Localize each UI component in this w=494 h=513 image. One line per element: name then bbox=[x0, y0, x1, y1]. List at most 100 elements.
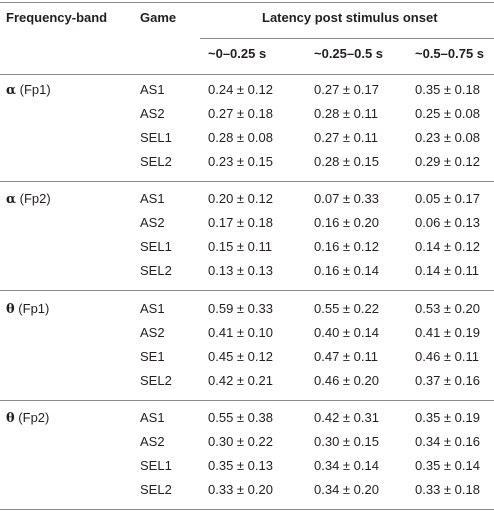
game-cell: AS2 bbox=[140, 325, 165, 340]
header-latency: Latency post stimulus onset bbox=[262, 10, 438, 25]
game-cell: AS1 bbox=[140, 410, 165, 425]
game-cell: AS1 bbox=[140, 191, 165, 206]
value-cell: 0.27 ± 0.17 bbox=[314, 82, 379, 97]
table-row: SEL1 0.15 ± 0.11 0.16 ± 0.12 0.14 ± 0.12 bbox=[0, 235, 494, 259]
header-frequency-band: Frequency-band bbox=[6, 10, 108, 25]
value-cell: 0.35 ± 0.19 bbox=[415, 410, 480, 425]
value-cell: 0.30 ± 0.15 bbox=[314, 434, 379, 449]
table-top-rule bbox=[0, 2, 494, 3]
value-cell: 0.15 ± 0.11 bbox=[208, 239, 272, 254]
channel-label: (Fp2) bbox=[18, 410, 50, 425]
latency-subheader-rule bbox=[200, 38, 494, 39]
value-cell: 0.35 ± 0.13 bbox=[208, 458, 273, 473]
value-cell: 0.35 ± 0.14 bbox=[415, 458, 480, 473]
value-cell: 0.28 ± 0.11 bbox=[314, 106, 378, 121]
value-cell: 0.59 ± 0.33 bbox=[208, 301, 273, 316]
table-row: α (Fp1) AS1 0.24 ± 0.12 0.27 ± 0.17 0.35 ± 0… bbox=[0, 78, 494, 102]
value-cell: 0.41 ± 0.10 bbox=[208, 325, 273, 340]
value-cell: 0.47 ± 0.11 bbox=[314, 349, 378, 364]
game-cell: SEL2 bbox=[140, 373, 172, 388]
frequency-band-label: θ (Fp2) bbox=[6, 406, 49, 431]
value-cell: 0.33 ± 0.18 bbox=[415, 482, 480, 497]
value-cell: 0.46 ± 0.11 bbox=[415, 349, 479, 364]
value-cell: 0.13 ± 0.13 bbox=[208, 263, 273, 278]
game-cell: SEL2 bbox=[140, 263, 172, 278]
table-row: SEL2 0.42 ± 0.21 0.46 ± 0.20 0.37 ± 0.16 bbox=[0, 369, 494, 393]
group-separator-rule bbox=[0, 290, 494, 291]
value-cell: 0.41 ± 0.19 bbox=[415, 325, 480, 340]
table-row: AS2 0.27 ± 0.18 0.28 ± 0.11 0.25 ± 0.08 bbox=[0, 102, 494, 126]
frequency-band-label: α (Fp1) bbox=[6, 78, 51, 103]
value-cell: 0.45 ± 0.12 bbox=[208, 349, 273, 364]
group-separator-rule bbox=[0, 509, 494, 510]
value-cell: 0.40 ± 0.14 bbox=[314, 325, 379, 340]
band-symbol: α bbox=[6, 83, 17, 98]
value-cell: 0.42 ± 0.31 bbox=[314, 410, 379, 425]
header-row: Frequency-band Game Latency post stimulu… bbox=[0, 6, 494, 30]
value-cell: 0.34 ± 0.20 bbox=[314, 482, 379, 497]
value-cell: 0.46 ± 0.20 bbox=[314, 373, 379, 388]
header-window-3: ~0.5–0.75 s bbox=[415, 46, 485, 61]
value-cell: 0.17 ± 0.18 bbox=[208, 215, 273, 230]
value-cell: 0.24 ± 0.12 bbox=[208, 82, 273, 97]
value-cell: 0.27 ± 0.18 bbox=[208, 106, 273, 121]
band-symbol: α bbox=[6, 192, 17, 207]
channel-label: (Fp1) bbox=[19, 82, 51, 97]
value-cell: 0.37 ± 0.16 bbox=[415, 373, 480, 388]
game-cell: AS2 bbox=[140, 215, 165, 230]
value-cell: 0.28 ± 0.15 bbox=[314, 154, 379, 169]
channel-label: (Fp1) bbox=[18, 301, 50, 316]
value-cell: 0.53 ± 0.20 bbox=[415, 301, 480, 316]
table-row: SEL2 0.13 ± 0.13 0.16 ± 0.14 0.14 ± 0.11 bbox=[0, 259, 494, 283]
value-cell: 0.33 ± 0.20 bbox=[208, 482, 273, 497]
group-separator-rule bbox=[0, 400, 494, 401]
table-row: SEL2 0.33 ± 0.20 0.34 ± 0.20 0.33 ± 0.18 bbox=[0, 478, 494, 502]
game-cell: SEL1 bbox=[140, 458, 172, 473]
table-row: SE1 0.45 ± 0.12 0.47 ± 0.11 0.46 ± 0.11 bbox=[0, 345, 494, 369]
table-row: SEL1 0.28 ± 0.08 0.27 ± 0.11 0.23 ± 0.08 bbox=[0, 126, 494, 150]
value-cell: 0.42 ± 0.21 bbox=[208, 373, 273, 388]
value-cell: 0.14 ± 0.11 bbox=[415, 263, 479, 278]
value-cell: 0.16 ± 0.12 bbox=[314, 239, 379, 254]
value-cell: 0.16 ± 0.20 bbox=[314, 215, 379, 230]
table-row: AS2 0.41 ± 0.10 0.40 ± 0.14 0.41 ± 0.19 bbox=[0, 321, 494, 345]
value-cell: 0.29 ± 0.12 bbox=[415, 154, 480, 169]
value-cell: 0.07 ± 0.33 bbox=[314, 191, 379, 206]
game-cell: AS1 bbox=[140, 301, 165, 316]
subheader-row: ~0–0.25 s ~0.25–0.5 s ~0.5–0.75 s bbox=[0, 42, 494, 66]
group-separator-rule bbox=[0, 181, 494, 182]
frequency-band-label: α (Fp2) bbox=[6, 187, 51, 212]
value-cell: 0.34 ± 0.16 bbox=[415, 434, 480, 449]
header-window-2: ~0.25–0.5 s bbox=[314, 46, 384, 61]
value-cell: 0.25 ± 0.08 bbox=[415, 106, 480, 121]
value-cell: 0.30 ± 0.22 bbox=[208, 434, 273, 449]
value-cell: 0.05 ± 0.17 bbox=[415, 191, 480, 206]
value-cell: 0.27 ± 0.11 bbox=[314, 130, 378, 145]
value-cell: 0.55 ± 0.22 bbox=[314, 301, 379, 316]
value-cell: 0.34 ± 0.14 bbox=[314, 458, 379, 473]
table-row: θ (Fp1) AS1 0.59 ± 0.33 0.55 ± 0.22 0.53 ± 0… bbox=[0, 297, 494, 321]
game-cell: SEL1 bbox=[140, 130, 172, 145]
game-cell: SE1 bbox=[140, 349, 165, 364]
band-symbol: θ bbox=[6, 302, 15, 317]
value-cell: 0.23 ± 0.08 bbox=[415, 130, 480, 145]
game-cell: SEL2 bbox=[140, 154, 172, 169]
table-row: α (Fp2) AS1 0.20 ± 0.12 0.07 ± 0.33 0.05 ± 0… bbox=[0, 187, 494, 211]
band-symbol: θ bbox=[6, 411, 15, 426]
value-cell: 0.14 ± 0.12 bbox=[415, 239, 480, 254]
value-cell: 0.06 ± 0.13 bbox=[415, 215, 480, 230]
value-cell: 0.20 ± 0.12 bbox=[208, 191, 273, 206]
header-bottom-rule bbox=[0, 74, 494, 75]
table-row: SEL1 0.35 ± 0.13 0.34 ± 0.14 0.35 ± 0.14 bbox=[0, 454, 494, 478]
game-cell: SEL2 bbox=[140, 482, 172, 497]
table-row: AS2 0.17 ± 0.18 0.16 ± 0.20 0.06 ± 0.13 bbox=[0, 211, 494, 235]
channel-label: (Fp2) bbox=[19, 191, 51, 206]
game-cell: AS2 bbox=[140, 106, 165, 121]
value-cell: 0.16 ± 0.14 bbox=[314, 263, 379, 278]
table-row: SEL2 0.23 ± 0.15 0.28 ± 0.15 0.29 ± 0.12 bbox=[0, 150, 494, 174]
game-cell: SEL1 bbox=[140, 239, 172, 254]
value-cell: 0.28 ± 0.08 bbox=[208, 130, 273, 145]
header-window-1: ~0–0.25 s bbox=[208, 46, 267, 61]
table-row: AS2 0.30 ± 0.22 0.30 ± 0.15 0.34 ± 0.16 bbox=[0, 430, 494, 454]
value-cell: 0.23 ± 0.15 bbox=[208, 154, 273, 169]
